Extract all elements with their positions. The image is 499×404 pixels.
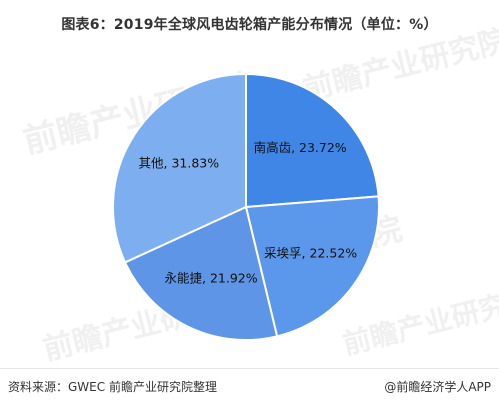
chart-title: 图表6：2019年全球风电齿轮箱产能分布情况（单位：%） xyxy=(61,17,438,33)
slice-label: 南高齿, 23.72% xyxy=(254,140,347,155)
slice-label: 永能捷, 21.92% xyxy=(165,270,258,285)
source-note: 资料来源：GWEC 前瞻产业研究院整理 xyxy=(8,380,217,394)
pie-labels: 南高齿, 23.72% 采埃孚, 22.52% 永能捷, 21.92% 其他, 31.… xyxy=(139,140,358,285)
pie-slice xyxy=(112,72,247,264)
footer: 资料来源：GWEC 前瞻产业研究院整理 @前瞻经济学人APP xyxy=(0,368,499,404)
pie-slice xyxy=(244,195,380,338)
pie-slice xyxy=(123,205,279,341)
pie-slices xyxy=(112,72,380,341)
slice-label: 采埃孚, 22.52% xyxy=(264,245,357,260)
slice-label: 其他, 31.83% xyxy=(139,155,220,170)
pie-slice xyxy=(245,72,380,209)
brand-credit: @前瞻经济学人APP xyxy=(384,380,491,394)
